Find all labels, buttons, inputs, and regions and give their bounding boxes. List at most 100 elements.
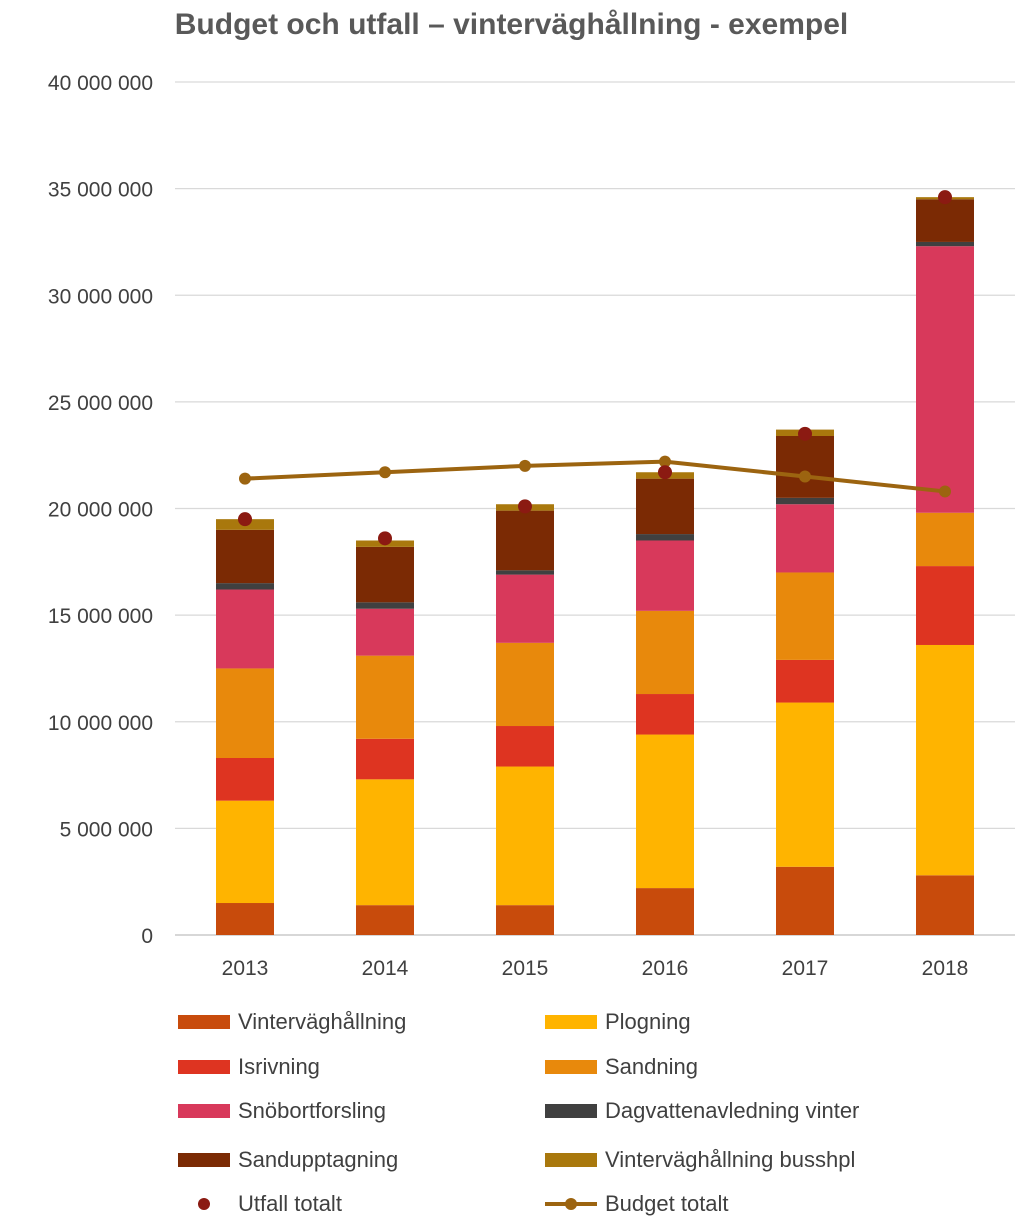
y-tick-label: 35 000 000 bbox=[48, 179, 153, 202]
bar-segment bbox=[776, 504, 834, 573]
x-tick-label: 2015 bbox=[502, 957, 549, 980]
utfall-point bbox=[798, 426, 812, 441]
bar-segment bbox=[216, 758, 274, 801]
x-tick-label: 2018 bbox=[922, 957, 969, 980]
legend-label: Vinterväghållning busshpl bbox=[605, 1147, 856, 1172]
budget-marker bbox=[799, 470, 811, 483]
legend-swatch bbox=[545, 1153, 597, 1167]
utfall-point bbox=[378, 531, 392, 546]
y-tick-label: 30 000 000 bbox=[48, 285, 153, 308]
bar-segment bbox=[216, 589, 274, 669]
bar-segment bbox=[636, 694, 694, 735]
bar-segment bbox=[636, 888, 694, 935]
bar-segment bbox=[496, 574, 554, 643]
bar-segment bbox=[776, 702, 834, 867]
y-tick-label: 0 bbox=[141, 925, 153, 948]
bar-segment bbox=[356, 602, 414, 609]
utfall-point bbox=[938, 190, 952, 205]
x-tick-label: 2014 bbox=[362, 957, 409, 980]
y-tick-label: 20 000 000 bbox=[48, 499, 153, 522]
utfall-point bbox=[238, 512, 252, 527]
bar-segment bbox=[776, 435, 834, 498]
bar-segment bbox=[216, 903, 274, 935]
bar-segment bbox=[356, 905, 414, 935]
legend-item: Utfall totalt bbox=[178, 1191, 342, 1217]
bar-segment bbox=[776, 866, 834, 935]
budget-marker bbox=[939, 485, 951, 498]
y-tick-label: 25 000 000 bbox=[48, 392, 153, 415]
utfall-point bbox=[658, 465, 672, 480]
budget-marker bbox=[379, 466, 391, 479]
legend-swatch bbox=[178, 1197, 230, 1211]
legend-swatch bbox=[178, 1104, 230, 1118]
bar-segment bbox=[216, 668, 274, 759]
bar-segment bbox=[356, 779, 414, 906]
bar-segment bbox=[356, 738, 414, 780]
bar-segment bbox=[916, 241, 974, 247]
legend-label: Budget totalt bbox=[605, 1191, 729, 1216]
bar-segment bbox=[916, 566, 974, 645]
bar-segment bbox=[496, 766, 554, 906]
legend-item: Plogning bbox=[545, 1009, 691, 1035]
bar-segment bbox=[496, 642, 554, 727]
legend-item: Vinterväghållning bbox=[178, 1009, 406, 1035]
bar-segment bbox=[496, 726, 554, 767]
bar-segment bbox=[916, 246, 974, 513]
bar-segment bbox=[776, 659, 834, 703]
legend-label: Plogning bbox=[605, 1009, 691, 1034]
legend-label: Dagvattenavledning vinter bbox=[605, 1098, 860, 1123]
legend-label: Sandupptagning bbox=[238, 1147, 399, 1172]
chart-area: 0 5 000 000 10 000 000 15 000 000 20 000 000… bbox=[48, 72, 1015, 980]
y-tick-label: 5 000 000 bbox=[60, 818, 153, 841]
bar-segment bbox=[356, 608, 414, 656]
bar-segment bbox=[356, 655, 414, 739]
legend-label: Isrivning bbox=[238, 1054, 320, 1079]
y-tick-label: 40 000 000 bbox=[48, 72, 153, 95]
legend-swatch bbox=[178, 1153, 230, 1167]
budget-line bbox=[244, 459, 946, 494]
bar-segment bbox=[916, 875, 974, 935]
legend-item: Vinterväghållning busshpl bbox=[545, 1147, 855, 1173]
legend-item: Snöbortforsling bbox=[178, 1098, 386, 1124]
legend-item: Sandupptagning bbox=[178, 1147, 398, 1173]
legend-swatch bbox=[545, 1104, 597, 1118]
bar-segment bbox=[916, 644, 974, 876]
bar-segment bbox=[636, 610, 694, 695]
bar-segment bbox=[356, 546, 414, 603]
legend-item: Isrivning bbox=[178, 1054, 320, 1080]
budget-marker bbox=[519, 459, 531, 472]
bar-segment bbox=[216, 529, 274, 584]
x-tick-label: 2016 bbox=[642, 957, 689, 980]
y-tick-label: 10 000 000 bbox=[48, 712, 153, 735]
legend-swatch bbox=[178, 1060, 230, 1074]
legend-item: Budget totalt bbox=[545, 1191, 729, 1217]
bar-segment bbox=[216, 583, 274, 590]
legend-label: Snöbortforsling bbox=[238, 1098, 386, 1123]
x-tick-label: 2013 bbox=[222, 957, 269, 980]
x-tick-label: 2017 bbox=[782, 957, 829, 980]
bar-segment bbox=[216, 800, 274, 904]
utfall-point bbox=[518, 499, 532, 514]
y-tick-label: 15 000 000 bbox=[48, 605, 153, 628]
legend-label: Sandning bbox=[605, 1054, 698, 1079]
legend-swatch bbox=[178, 1015, 230, 1029]
bar-segment bbox=[916, 199, 974, 242]
legend-item: Sandning bbox=[545, 1054, 698, 1080]
budget-marker bbox=[659, 455, 671, 468]
bar-segment bbox=[636, 734, 694, 889]
chart-title: Budget och utfall – vinterväghållning - … bbox=[174, 8, 849, 41]
bar-segment bbox=[776, 572, 834, 660]
legend-swatch bbox=[545, 1015, 597, 1029]
bar-segment bbox=[496, 905, 554, 935]
budget-marker bbox=[239, 472, 251, 485]
bar-segment bbox=[496, 510, 554, 571]
legend-swatch bbox=[545, 1197, 597, 1211]
bar-segment bbox=[636, 478, 694, 535]
bar-segment bbox=[916, 512, 974, 567]
bar-segment bbox=[776, 497, 834, 505]
legend-label: Vinterväghållning bbox=[238, 1009, 407, 1034]
bar-segment bbox=[636, 534, 694, 541]
bar-segment bbox=[496, 570, 554, 575]
legend-item: Dagvattenavledning vinter bbox=[545, 1098, 859, 1124]
